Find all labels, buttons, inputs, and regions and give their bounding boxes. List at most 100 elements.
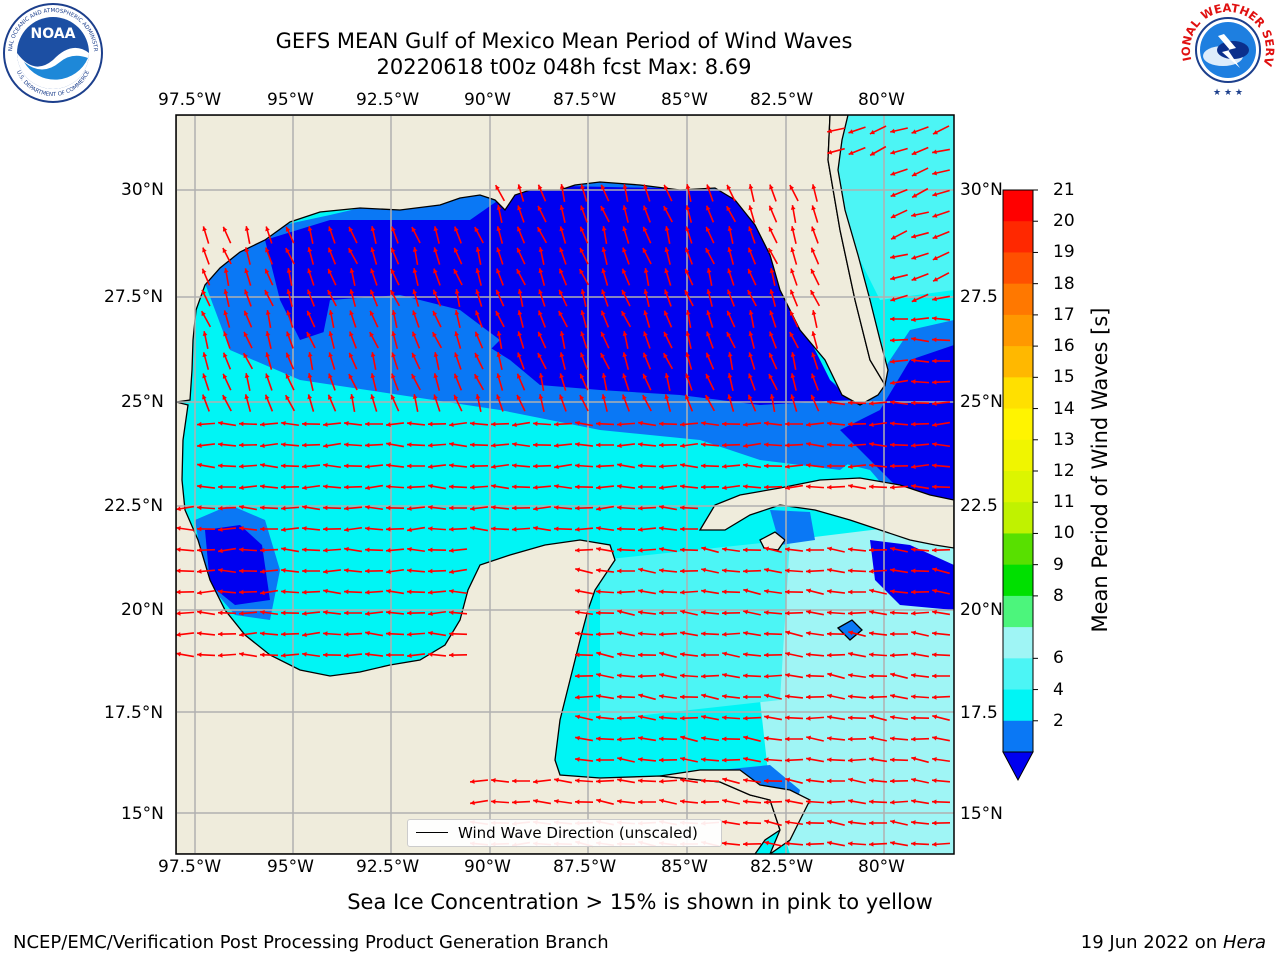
wave-arrow-head [386, 441, 391, 447]
wave-arrow-head [932, 820, 937, 826]
wave-arrow-head [911, 443, 916, 448]
wave-arrow-head [365, 526, 370, 531]
colorbar-segment [1003, 408, 1033, 441]
wave-arrow-head [785, 736, 790, 742]
colorbar [1002, 189, 1038, 782]
wave-arrow-head [365, 652, 370, 657]
colorbar-tick-label: 9 [1053, 554, 1064, 575]
wave-arrow-head [264, 289, 270, 295]
wave-arrow-head [537, 352, 543, 358]
wave-arrow-head [202, 352, 208, 358]
wave-arrow-head [449, 422, 454, 428]
wave-arrow-head [743, 841, 748, 847]
wave-arrow-head [176, 589, 181, 595]
wave-arrow-head [386, 548, 391, 553]
wave-arrow-head [601, 289, 606, 295]
wave-arrow-head [932, 609, 937, 615]
footer-date-text: 19 Jun 2022 on [1080, 932, 1223, 953]
wave-arrow-head [890, 652, 895, 658]
wave-arrow-head [743, 799, 748, 804]
nws-logo: NATIONAL WEATHER SERVICE ★ ★ ★ [1178, 0, 1277, 98]
wave-arrow-head [323, 610, 328, 615]
wave-arrow-head [307, 247, 313, 253]
wave-arrow-head [260, 569, 265, 574]
wave-arrow-head [218, 442, 223, 447]
wave-arrow-head [722, 421, 727, 427]
wave-arrow-head [806, 778, 811, 783]
wave-arrow-head [239, 632, 244, 638]
wave-arrow-head [516, 247, 522, 253]
wave-arrow-head [201, 268, 207, 274]
wave-arrow-head [810, 247, 816, 253]
lat-label-right: 25°N [960, 392, 1003, 412]
wave-arrow-head [575, 505, 580, 511]
wave-arrow-head [680, 505, 685, 511]
wave-arrow-head [512, 778, 517, 784]
wave-arrow-head [722, 841, 727, 846]
wave-arrow-head [412, 268, 418, 274]
wave-arrow-head [370, 289, 375, 295]
wave-arrow-head [285, 352, 291, 358]
wave-arrow-head [659, 610, 664, 616]
wave-arrow-head [848, 464, 853, 469]
lat-label-right: 27.5 [960, 287, 998, 307]
wave-arrow-head [932, 379, 937, 385]
wave-arrow-head [764, 778, 769, 784]
wave-arrow-head [475, 289, 480, 295]
wave-arrow-head [743, 673, 748, 679]
wave-arrow-head [596, 715, 601, 720]
lon-label-bottom: 85°W [661, 857, 708, 877]
wave-arrow-head [643, 184, 648, 190]
wave-arrow-head [769, 184, 774, 190]
wave-arrow-head [764, 840, 769, 846]
wave-arrow-head [638, 484, 643, 490]
wave-arrow-head [705, 226, 711, 232]
wave-arrow-head [932, 631, 937, 636]
lat-label-right: 20°N [960, 600, 1003, 620]
wave-arrow-head [743, 630, 748, 636]
wave-arrow-head [596, 757, 601, 763]
wave-arrow-head [449, 526, 454, 532]
wave-arrow-head [474, 331, 480, 337]
wave-arrow-head [218, 505, 223, 511]
wave-arrow-head [516, 373, 522, 379]
wave-arrow-head [596, 610, 601, 616]
wave-arrow-head [407, 442, 412, 448]
wave-arrow-head [659, 421, 664, 427]
wave-arrow-head [554, 421, 559, 427]
wave-arrow-head [638, 588, 643, 594]
wave-arrow-head [869, 756, 874, 762]
wave-arrow-head [743, 694, 748, 700]
wave-arrow-head [428, 483, 433, 489]
wave-arrow-head [911, 276, 917, 281]
lat-label-left: 17.5°N [104, 703, 164, 723]
wave-arrow-head [622, 184, 628, 189]
wave-arrow-head [764, 693, 770, 699]
wave-arrow-head [197, 569, 202, 574]
wave-arrow-head [554, 443, 559, 448]
wave-arrow-head [302, 568, 307, 574]
wave-arrow-head [390, 247, 396, 253]
wave-arrow-head [811, 226, 816, 232]
wave-arrow-head [638, 420, 643, 426]
wave-arrow-head [222, 395, 227, 401]
wave-arrow-head [281, 610, 286, 616]
wave-arrow-head [239, 568, 244, 574]
wave-arrow-head [726, 184, 732, 190]
wave-arrow-head [349, 310, 354, 316]
wave-arrow-head [537, 331, 543, 337]
wave-arrow-head [538, 394, 544, 400]
wave-arrow-head [433, 373, 439, 379]
wave-arrow-head [307, 268, 312, 274]
wave-arrow-head [680, 630, 685, 636]
wave-arrow-head [538, 268, 544, 274]
wave-arrow-head [617, 547, 622, 553]
wave-arrow-head [659, 672, 664, 678]
wave-arrow-head [344, 546, 349, 552]
wave-arrow-head [243, 353, 248, 359]
wave-arrow-head [260, 547, 265, 553]
wave-arrow-head [932, 255, 938, 261]
wave-arrow-head [743, 588, 749, 594]
wave-arrow-head [743, 756, 748, 762]
wave-arrow-head [932, 778, 937, 783]
